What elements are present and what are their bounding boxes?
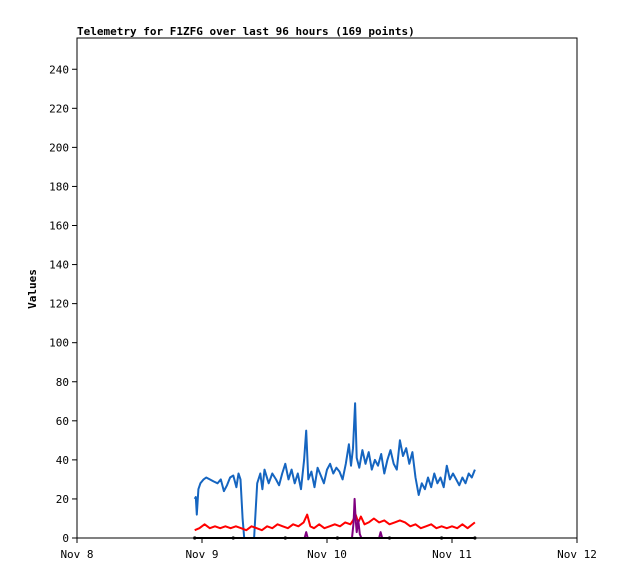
y-axis-title: Values bbox=[26, 269, 39, 309]
series-point bbox=[193, 536, 197, 540]
x-tick-label: Nov 12 bbox=[557, 548, 597, 561]
x-tick-label: Nov 9 bbox=[185, 548, 218, 561]
y-tick-label: 80 bbox=[56, 376, 69, 389]
y-tick-label: 20 bbox=[56, 493, 69, 506]
x-tick-label: Nov 10 bbox=[307, 548, 347, 561]
series-line bbox=[194, 513, 476, 532]
x-tick-label: Nov 11 bbox=[432, 548, 472, 561]
y-tick-label: 240 bbox=[49, 63, 69, 76]
y-tick-label: 140 bbox=[49, 259, 69, 272]
y-tick-label: 160 bbox=[49, 220, 69, 233]
series-point bbox=[283, 536, 287, 540]
y-tick-label: 120 bbox=[49, 298, 69, 311]
x-tick-label: Nov 8 bbox=[60, 548, 93, 561]
y-axis: 0 20 40 60 80 100 120 140 160 180 200 220 240 bbox=[49, 63, 77, 545]
series-3 bbox=[193, 536, 477, 540]
series-line bbox=[193, 402, 476, 539]
y-tick-label: 40 bbox=[56, 454, 69, 467]
series-point bbox=[387, 536, 392, 540]
series-point bbox=[473, 536, 477, 540]
y-tick-label: 60 bbox=[56, 415, 69, 428]
plot-frame bbox=[76, 37, 578, 539]
y-tick-label: 220 bbox=[49, 102, 69, 115]
series-1 bbox=[194, 513, 476, 532]
series-point bbox=[231, 536, 235, 540]
series-point bbox=[335, 536, 340, 540]
y-tick-label: 180 bbox=[49, 180, 69, 193]
chart-title: Telemetry for F1ZFG over last 96 hours (… bbox=[77, 25, 415, 38]
series-point bbox=[439, 536, 444, 540]
series-0 bbox=[193, 402, 476, 539]
y-tick-label: 100 bbox=[49, 337, 69, 350]
series-layer bbox=[193, 402, 477, 540]
y-tick-label: 200 bbox=[49, 141, 69, 154]
y-tick-label: 0 bbox=[62, 532, 69, 545]
x-axis: Nov 8 Nov 9 Nov 10 Nov 11 Nov 12 bbox=[60, 538, 597, 561]
